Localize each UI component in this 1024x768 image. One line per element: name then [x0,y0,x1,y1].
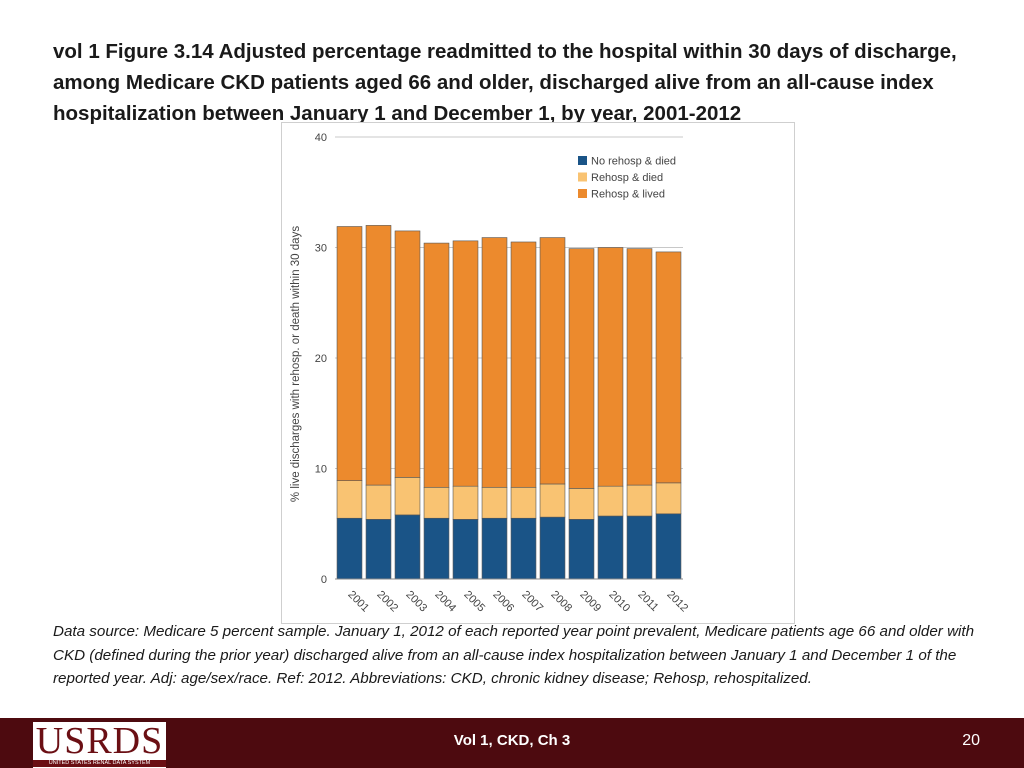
bar-segment-3 [452,240,479,487]
bar-segment-1 [365,519,392,580]
bar-segment-2 [539,483,566,518]
x-tick-label: 2006 [490,589,516,615]
bar-segment-3 [423,242,450,488]
usrds-logo: USRDS UNITED STATES RENAL DATA SYSTEM [33,722,166,768]
bar-segment-3 [481,237,508,488]
x-tick-label: 2009 [577,589,603,615]
bar-segment-2 [336,480,363,519]
y-tick-label: 40 [315,132,327,144]
bar-segment-3 [394,230,421,478]
bar-segment-1 [597,515,624,580]
bar-segment-2 [365,484,392,520]
bar-segment-2 [510,486,537,519]
bar-segment-2 [423,486,450,519]
legend-swatch [578,172,587,182]
bar-segment-1 [336,517,363,580]
bar-segment-1 [481,517,508,580]
x-tick-label: 2003 [403,589,429,615]
bar-segment-2 [452,485,479,520]
x-tick-label: 2005 [461,589,487,615]
bar-segment-1 [394,514,421,580]
slide-title: vol 1 Figure 3.14 Adjusted percentage re… [53,40,957,125]
bar-segment-2 [655,482,682,515]
bar-segment-1 [539,516,566,580]
bar-segment-1 [655,513,682,580]
bar-segment-1 [568,519,595,580]
data-source-note: Data source: Medicare 5 percent sample. … [53,623,975,687]
page-number: 20 [962,732,980,749]
x-tick-label: 2011 [635,589,660,614]
bar-segment-1 [626,515,653,580]
bar-segment-1 [423,517,450,580]
y-tick-label: 10 [315,464,327,476]
bar-segment-3 [597,247,624,487]
logo-subtitle: UNITED STATES RENAL DATA SYSTEM [33,760,166,767]
y-tick-label: 20 [315,353,327,365]
bar-segment-1 [510,517,537,580]
x-tick-label: 2008 [548,589,574,615]
bar-segment-3 [626,248,653,486]
bar-segment-2 [481,486,508,519]
chart-panel: 0 10 20 30 40 % live discharges with rehosp. … [281,122,795,624]
bar-segment-3 [539,237,566,485]
logo-wordmark: USRDS [35,720,164,762]
x-tick-label: 2010 [606,589,632,615]
footer-section-label: Vol 1, CKD, Ch 3 [453,732,571,749]
y-tick-label: 30 [315,243,327,255]
bar-segment-3 [336,226,363,481]
legend-swatch [578,189,587,198]
bar-segment-2 [597,485,624,517]
footer-bar: USRDS UNITED STATES RENAL DATA SYSTEM Vo… [0,718,1024,768]
bar-segment-2 [394,477,421,516]
y-tick-label: 0 [321,574,327,586]
legend-label: No rehosp & died [591,156,676,168]
bar-segment-3 [510,241,537,488]
x-tick-label: 2004 [432,589,458,615]
x-tick-label: 2007 [519,589,545,615]
legend-label: Rehosp & died [591,172,663,184]
bar-segment-1 [452,519,479,580]
legend-swatch [578,156,587,165]
bar-segment-2 [626,484,653,517]
bar-segment-3 [365,225,392,486]
stacked-bar-chart: 0 10 20 30 40 % live discharges with rehosp. … [290,132,690,615]
x-tick-label: 2002 [374,589,400,615]
x-tick-label: 2012 [664,589,690,615]
legend-label: Rehosp & lived [591,189,665,201]
bar-segment-3 [568,248,595,489]
x-tick-label: 2001 [345,589,371,615]
y-axis-label: % live discharges with rehosp. or death … [290,226,302,502]
bar-segment-3 [655,251,682,484]
bar-segment-2 [568,488,595,520]
